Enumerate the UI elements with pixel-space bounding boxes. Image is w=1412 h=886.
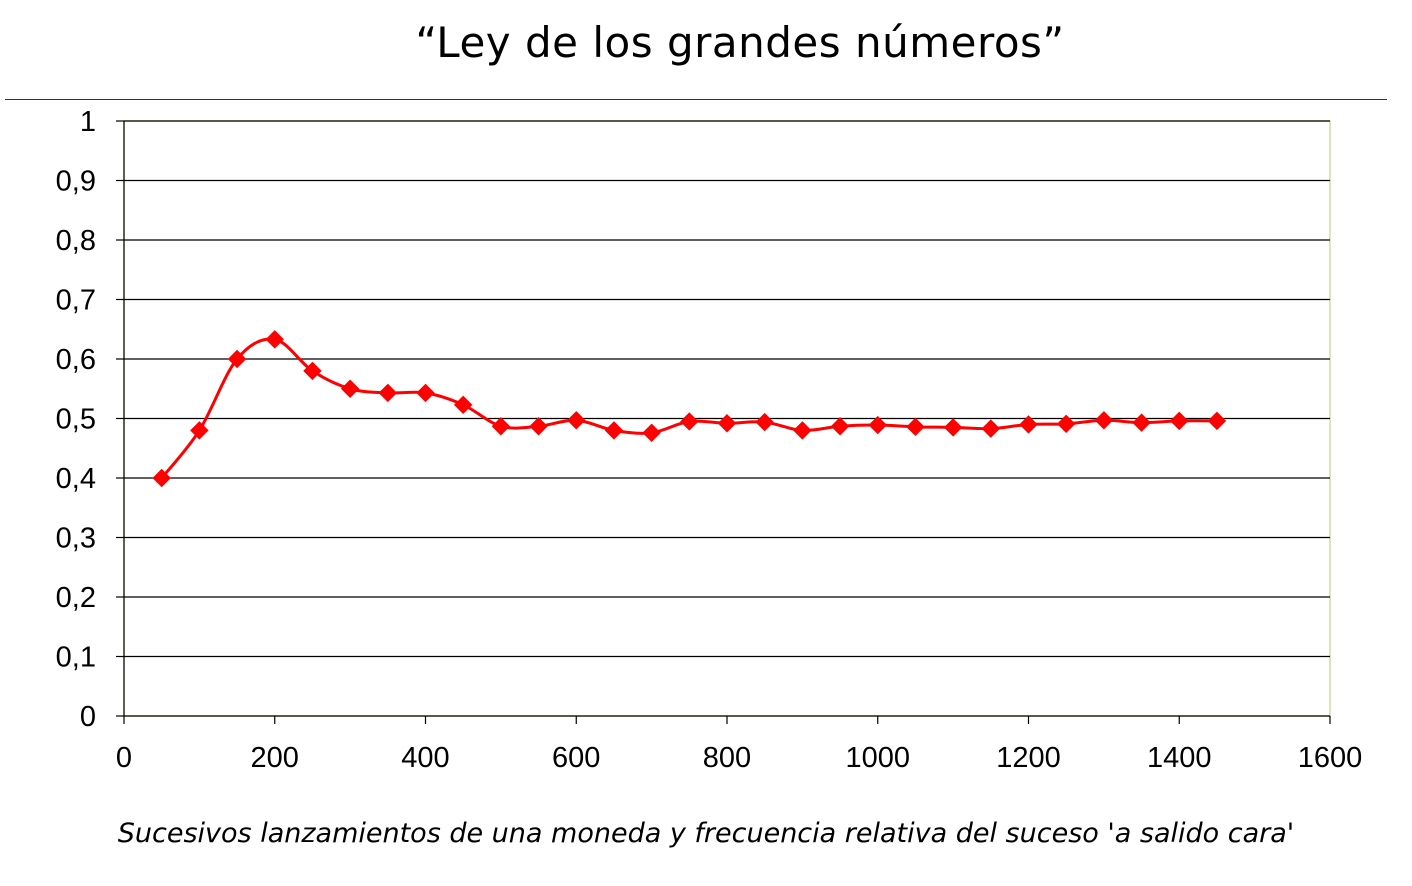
x-tick-label: 800 xyxy=(703,742,751,774)
chart-caption: Sucesivos lanzamientos de una moneda y f… xyxy=(117,818,1295,849)
data-point xyxy=(453,395,473,415)
data-point xyxy=(303,361,322,381)
data-point xyxy=(830,417,850,436)
data-point xyxy=(190,421,209,440)
data-point xyxy=(1056,414,1076,434)
data-point xyxy=(1019,415,1038,434)
data-point xyxy=(755,412,774,432)
x-tick-label: 1600 xyxy=(1298,742,1363,774)
y-tick-label: 0,4 xyxy=(56,463,96,495)
x-tick-label: 1400 xyxy=(1147,742,1212,774)
y-tick-label: 0,6 xyxy=(56,344,96,376)
x-tick-label: 0 xyxy=(116,742,132,774)
data-point xyxy=(1207,411,1227,431)
data-point xyxy=(529,417,548,436)
x-tick-label: 400 xyxy=(401,742,449,774)
data-point xyxy=(1132,413,1151,432)
data-point xyxy=(943,418,963,437)
y-tick-label: 0,8 xyxy=(56,225,96,257)
data-point xyxy=(152,468,171,488)
data-point xyxy=(793,421,812,440)
y-tick-label: 0,7 xyxy=(56,285,96,317)
data-point xyxy=(1170,411,1189,431)
data-point xyxy=(340,379,360,398)
x-tick-label: 1000 xyxy=(845,742,910,774)
data-point xyxy=(265,330,284,349)
axes xyxy=(116,120,1331,724)
y-tick-label: 0 xyxy=(80,701,96,733)
data-point xyxy=(906,417,925,437)
data-point xyxy=(416,383,435,403)
data-point xyxy=(227,349,247,369)
data-point xyxy=(567,411,586,430)
y-tick-label: 0,9 xyxy=(56,166,96,198)
title-divider xyxy=(5,99,1387,100)
data-point xyxy=(642,423,661,442)
x-tick-label: 200 xyxy=(251,742,299,774)
data-point xyxy=(680,412,699,431)
y-tick-label: 0,5 xyxy=(56,404,96,436)
page-title: “Ley de los grandes números” xyxy=(415,18,1065,67)
series-layer xyxy=(152,330,1227,488)
data-point xyxy=(1094,411,1114,430)
data-point xyxy=(717,414,737,433)
data-point xyxy=(868,415,887,435)
x-tick-label: 600 xyxy=(552,742,600,774)
data-point xyxy=(491,417,511,436)
y-tick-label: 0,1 xyxy=(56,642,96,674)
y-tick-label: 0,2 xyxy=(56,582,96,614)
y-tick-label: 0,3 xyxy=(56,523,96,555)
data-point xyxy=(378,383,398,403)
tick-labels: 0 0,1 0,2 0,3 0,4 0,5 0,6 0,7 0,8 0,9 1 0 200 400 600 8… xyxy=(56,106,1363,774)
data-point xyxy=(604,421,624,440)
y-tick-label: 1 xyxy=(80,106,96,138)
series-line xyxy=(160,337,1217,479)
data-point xyxy=(981,419,1001,438)
x-tick-label: 1200 xyxy=(996,742,1061,774)
